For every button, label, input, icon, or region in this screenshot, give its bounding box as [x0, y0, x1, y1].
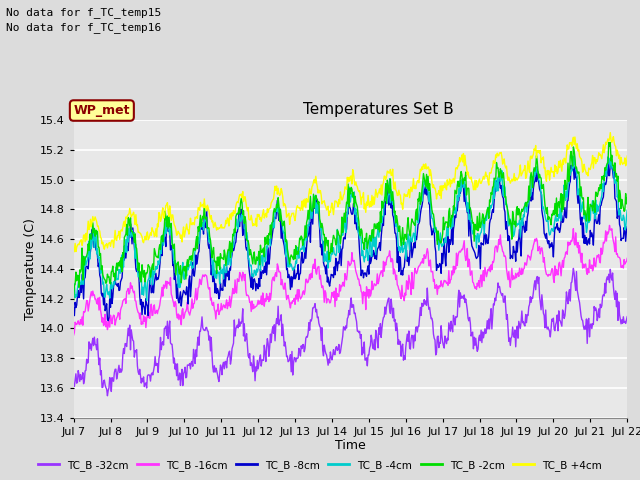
TC_B -4cm	[216, 281, 223, 287]
TC_B -2cm	[623, 195, 631, 201]
TC_B -16cm	[396, 288, 403, 293]
TC_B -8cm	[342, 227, 350, 232]
TC_B -8cm	[573, 191, 581, 197]
TC_B +4cm	[623, 153, 631, 159]
TC_B -8cm	[70, 305, 77, 311]
Line: TC_B -8cm: TC_B -8cm	[74, 159, 627, 321]
TC_B -2cm	[215, 254, 223, 260]
TC_B -8cm	[451, 213, 459, 218]
TC_B -2cm	[396, 223, 403, 229]
TC_B -32cm	[397, 338, 404, 344]
TC_B -32cm	[192, 347, 200, 353]
TC_B -4cm	[574, 192, 582, 198]
TC_B -4cm	[569, 153, 577, 159]
Title: Temperatures Set B: Temperatures Set B	[303, 102, 454, 118]
TC_B -4cm	[451, 204, 459, 210]
TC_B -2cm	[607, 140, 614, 145]
Text: No data for f_TC_temp15: No data for f_TC_temp15	[6, 7, 162, 18]
TC_B -4cm	[70, 285, 77, 291]
TC_B -8cm	[192, 252, 200, 258]
Line: TC_B -16cm: TC_B -16cm	[74, 226, 627, 335]
TC_B -4cm	[623, 207, 631, 213]
TC_B -8cm	[216, 293, 223, 299]
TC_B -32cm	[342, 325, 350, 331]
TC_B -16cm	[191, 293, 199, 299]
TC_B -32cm	[216, 371, 223, 377]
TC_B +4cm	[215, 225, 223, 231]
TC_B +4cm	[191, 215, 199, 220]
TC_B -32cm	[104, 393, 111, 398]
Y-axis label: Temperature (C): Temperature (C)	[24, 218, 37, 320]
TC_B -4cm	[143, 298, 150, 303]
Line: TC_B -2cm: TC_B -2cm	[74, 143, 627, 300]
TC_B -2cm	[573, 164, 580, 170]
TC_B +4cm	[342, 185, 349, 191]
TC_B -16cm	[342, 275, 349, 281]
TC_B -4cm	[192, 247, 200, 252]
TC_B -4cm	[342, 214, 350, 219]
TC_B -2cm	[191, 248, 199, 253]
TC_B -16cm	[605, 223, 613, 228]
TC_B -8cm	[104, 318, 112, 324]
TC_B +4cm	[451, 180, 458, 185]
TC_B +4cm	[396, 192, 403, 197]
TC_B -32cm	[623, 314, 631, 320]
TC_B -16cm	[451, 270, 458, 276]
TC_B -16cm	[623, 255, 631, 261]
Legend: TC_B -32cm, TC_B -16cm, TC_B -8cm, TC_B -4cm, TC_B -2cm, TC_B +4cm: TC_B -32cm, TC_B -16cm, TC_B -8cm, TC_B …	[34, 456, 606, 475]
TC_B -4cm	[397, 250, 404, 255]
Line: TC_B -4cm: TC_B -4cm	[74, 156, 627, 300]
TC_B -8cm	[397, 255, 404, 261]
TC_B +4cm	[573, 146, 580, 152]
TC_B +4cm	[607, 130, 614, 135]
TC_B -8cm	[623, 224, 631, 229]
TC_B -2cm	[342, 207, 349, 213]
TC_B -32cm	[570, 265, 577, 271]
TC_B -32cm	[70, 381, 77, 387]
Text: WP_met: WP_met	[74, 104, 130, 117]
TC_B -16cm	[70, 332, 77, 338]
TC_B -8cm	[604, 156, 612, 162]
Text: No data for f_TC_temp16: No data for f_TC_temp16	[6, 22, 162, 33]
TC_B -16cm	[573, 240, 580, 245]
TC_B -2cm	[70, 297, 77, 303]
TC_B +4cm	[70, 249, 77, 255]
Line: TC_B -32cm: TC_B -32cm	[74, 268, 627, 396]
TC_B -32cm	[574, 292, 582, 298]
TC_B -2cm	[451, 207, 458, 213]
TC_B -32cm	[451, 322, 459, 328]
TC_B -16cm	[215, 312, 223, 317]
X-axis label: Time: Time	[335, 439, 366, 453]
Line: TC_B +4cm: TC_B +4cm	[74, 132, 627, 252]
